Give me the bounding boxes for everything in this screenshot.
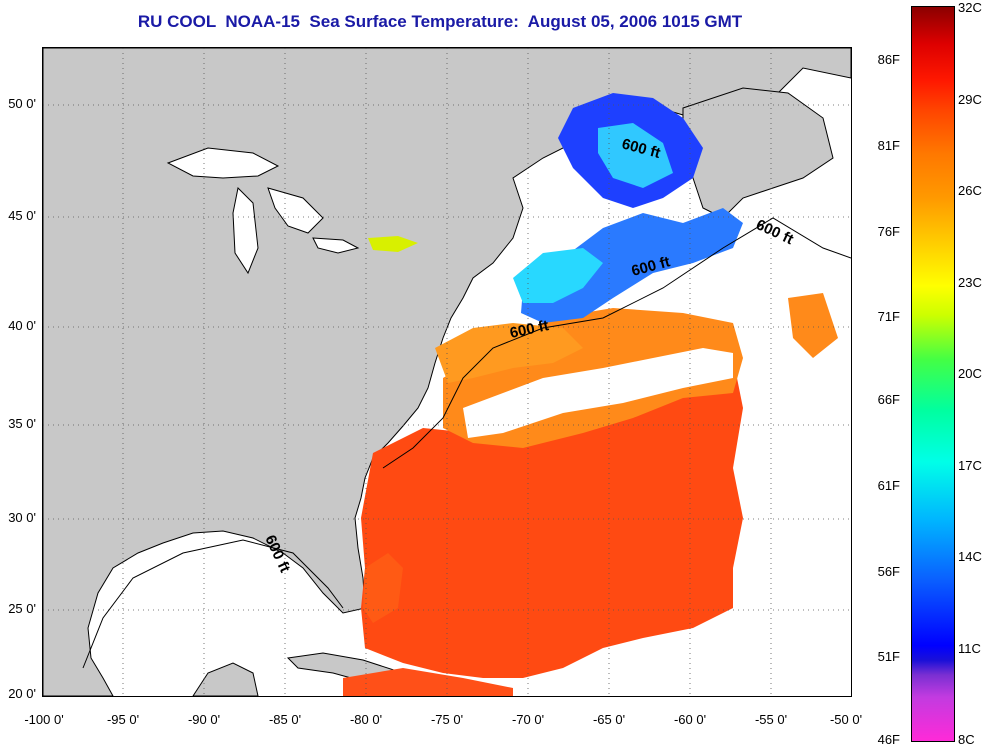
sst-east-patch <box>788 293 838 358</box>
lat-label-45: 45 0' <box>8 208 36 223</box>
lon-label-70: -70 0' <box>511 712 545 727</box>
lon-label-55: -55 0' <box>754 712 788 727</box>
lon-label-100: -100 0' <box>24 712 64 727</box>
colorbar-f-86: 86F <box>877 52 900 67</box>
lat-label-40: 40 0' <box>8 318 36 333</box>
lon-label-90: -90 0' <box>187 712 221 727</box>
lon-label-50: -50 0' <box>829 712 863 727</box>
colorbar-f-46: 46F <box>877 732 900 747</box>
lat-label-20: 20 0' <box>8 686 36 701</box>
nova-scotia-newfoundland <box>682 87 834 219</box>
lon-label-60: -60 0' <box>673 712 707 727</box>
sst-cyan-gulf-stlawrence <box>598 123 673 188</box>
colorbar-f-56: 56F <box>877 564 900 579</box>
colorbar-c-29: 29C <box>958 92 982 107</box>
lon-label-80: -80 0' <box>349 712 383 727</box>
sst-cyan-shelf <box>513 248 603 303</box>
sst-lake-erie <box>368 236 418 252</box>
lon-label-65: -65 0' <box>592 712 626 727</box>
colorbar-c-14: 14C <box>958 549 982 564</box>
colorbar-f-51: 51F <box>877 649 900 664</box>
yucatan <box>192 662 259 696</box>
colorbar-f-81: 81F <box>877 138 900 153</box>
great-lakes <box>166 147 360 275</box>
colorbar-f-66: 66F <box>877 392 900 407</box>
lon-label-85: -85 0' <box>268 712 302 727</box>
isobath-600ft <box>82 217 851 669</box>
lon-label-95: -95 0' <box>106 712 140 727</box>
colorbar-c-17: 17C <box>958 458 982 473</box>
map-title: RU COOL NOAA-15 Sea Surface Temperature:… <box>137 12 743 31</box>
colorbar-c-8: 8C <box>958 732 975 747</box>
sst-south-strip <box>343 668 513 696</box>
colorbar-f-76: 76F <box>877 224 900 239</box>
sst-gulf-of-mexico-edge <box>363 553 403 623</box>
colorbar-f-61: 61F <box>877 478 900 493</box>
colorbar-f-71: 71F <box>877 309 900 324</box>
lon-label-75: -75 0' <box>430 712 464 727</box>
isobath-label-grand-banks: 600 ft <box>753 216 796 248</box>
temperature-colorbar <box>911 6 955 742</box>
sst-orange-midatlantic <box>435 323 583 383</box>
lat-label-50: 50 0' <box>8 96 36 111</box>
colorbar-c-23: 23C <box>958 275 982 290</box>
lat-label-35: 35 0' <box>8 416 36 431</box>
sst-map-svg: 600 ft 600 ft 600 ft 600 ft 600 ft <box>43 48 851 696</box>
sst-warm-gulf-stream <box>361 348 743 678</box>
colorbar-c-32: 32C <box>958 0 982 15</box>
lat-label-25: 25 0' <box>8 601 36 616</box>
colorbar-c-11: 11C <box>958 641 981 656</box>
sst-map: 600 ft 600 ft 600 ft 600 ft 600 ft <box>42 47 852 697</box>
sst-cool-gulf-of-maine <box>521 208 743 323</box>
colorbar-c-20: 20C <box>958 366 982 381</box>
sst-field <box>343 93 838 696</box>
graticule <box>43 48 851 696</box>
colorbar-c-26: 26C <box>958 183 982 198</box>
lat-label-30: 30 0' <box>8 510 36 525</box>
sst-cloud-gap <box>463 348 733 438</box>
